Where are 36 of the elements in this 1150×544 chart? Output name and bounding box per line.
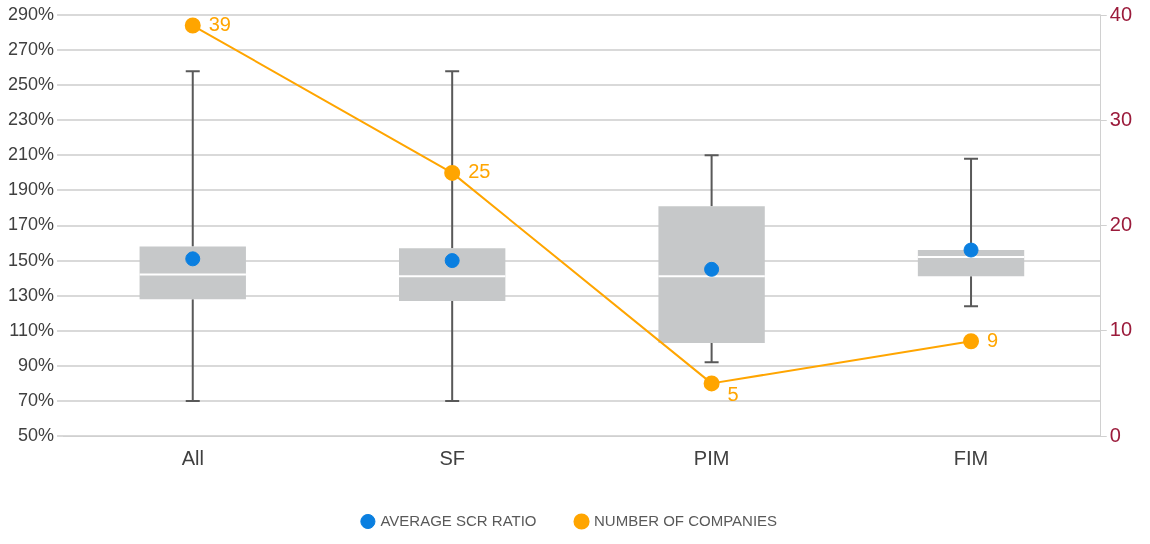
y2-tick-label: 40	[1109, 2, 1132, 25]
point	[704, 261, 720, 277]
y-tick-label: 230%	[7, 109, 55, 130]
point	[963, 333, 980, 350]
point	[185, 251, 201, 267]
x-tick-label: FIM	[953, 446, 989, 469]
point	[184, 17, 201, 34]
point	[703, 375, 720, 392]
x-tick-label: SF	[439, 446, 465, 469]
x-tick-label: All	[181, 446, 204, 469]
y-tick-label: 250%	[7, 74, 55, 95]
y-tick-label: 130%	[7, 284, 55, 305]
legend-label: NUMBER OF COMPANIES	[594, 511, 778, 529]
y-tick-label: 270%	[7, 39, 55, 60]
y2-tick-label: 10	[1109, 318, 1132, 341]
y-tick-label: 210%	[7, 144, 55, 165]
point	[963, 242, 979, 258]
x-tick-label: PIM	[693, 446, 730, 469]
legend-label: AVERAGE SCR RATIO	[380, 511, 537, 529]
y2-tick-label: 0	[1109, 423, 1121, 446]
data-label: 25	[468, 160, 491, 183]
data-label: 9	[987, 328, 999, 351]
y-tick-label: 50%	[18, 424, 55, 445]
y-tick-label: 190%	[7, 179, 55, 200]
point	[444, 164, 461, 181]
y2-tick-label: 30	[1109, 107, 1132, 130]
y-tick-label: 150%	[7, 249, 55, 270]
data-label: 39	[208, 13, 231, 36]
y-tick-label: 90%	[18, 354, 55, 375]
y-tick-label: 70%	[18, 389, 55, 410]
y-tick-label: 110%	[9, 319, 55, 340]
data-label: 5	[727, 382, 739, 405]
y-tick-label: 170%	[7, 214, 55, 235]
y-tick-label: 290%	[7, 3, 55, 24]
y2-tick-label: 20	[1109, 213, 1132, 236]
point	[444, 253, 460, 269]
